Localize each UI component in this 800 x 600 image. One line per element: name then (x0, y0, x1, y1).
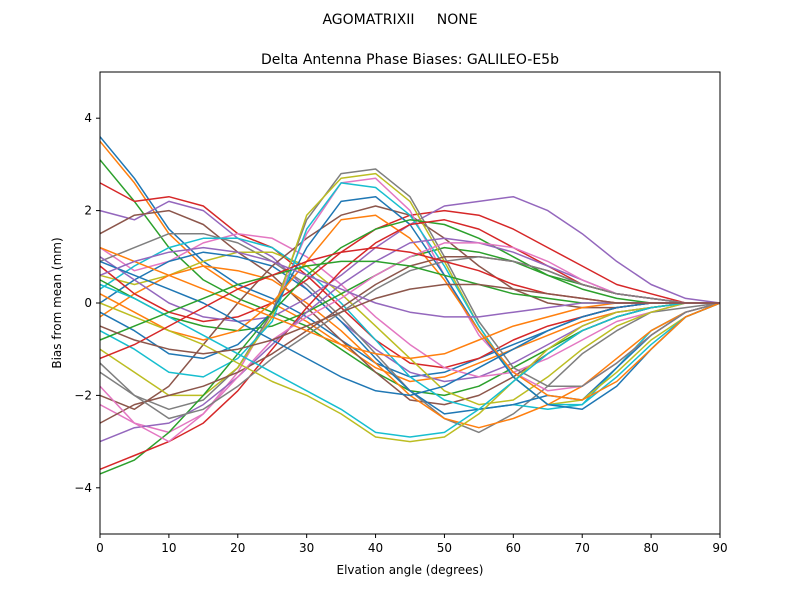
y-tick-label: 0 (84, 296, 92, 310)
series-line-16 (99, 205, 720, 411)
x-axis: 0 10 20 30 40 50 60 70 80 90 (96, 534, 728, 555)
y-tick-label: −4 (74, 481, 92, 495)
series-line-28 (99, 256, 720, 420)
series-line-18 (99, 168, 721, 411)
x-tick-label: 10 (161, 541, 176, 555)
y-axis: −4 −2 0 2 4 (74, 111, 100, 495)
x-tick-label: 90 (712, 541, 727, 555)
x-tick-label: 30 (299, 541, 314, 555)
series-line-23 (99, 219, 720, 475)
x-axis-label: Elvation angle (degrees) (337, 563, 484, 577)
y-tick-label: 4 (84, 111, 92, 125)
series-line-11 (99, 251, 721, 415)
series-line-29 (99, 302, 720, 443)
series-line-22 (99, 214, 721, 401)
series-line-20 (99, 182, 721, 406)
series-line-30 (99, 283, 720, 438)
y-tick-label: −2 (74, 388, 92, 402)
x-tick-label: 20 (230, 541, 245, 555)
series-line-33 (99, 260, 720, 341)
x-tick-label: 40 (368, 541, 383, 555)
y-axis-label: Bias from mean (mm) (50, 237, 64, 368)
chart-suptitle: AGOMATRIXII NONE (322, 12, 477, 28)
x-tick-label: 0 (96, 541, 104, 555)
series-group (99, 136, 721, 475)
series-line-7 (99, 232, 720, 378)
series-line-36 (99, 283, 720, 355)
x-tick-label: 70 (575, 541, 590, 555)
series-line-3 (99, 159, 720, 397)
x-tick-label: 50 (437, 541, 452, 555)
x-tick-label: 60 (506, 541, 521, 555)
chart-title: Delta Antenna Phase Biases: GALILEO-E5b (261, 52, 559, 68)
series-line-31 (99, 260, 720, 397)
y-tick-label: 2 (84, 204, 92, 218)
x-tick-label: 80 (643, 541, 658, 555)
